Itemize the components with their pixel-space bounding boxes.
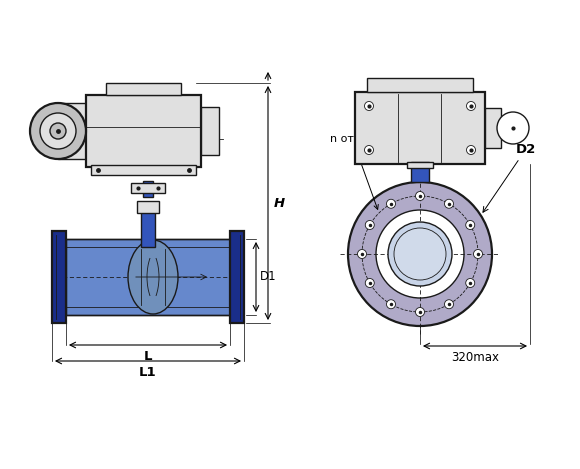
Circle shape bbox=[415, 308, 425, 317]
Circle shape bbox=[466, 220, 474, 229]
Circle shape bbox=[466, 101, 476, 111]
Ellipse shape bbox=[128, 240, 178, 314]
FancyBboxPatch shape bbox=[58, 103, 86, 159]
FancyBboxPatch shape bbox=[137, 201, 159, 213]
FancyBboxPatch shape bbox=[407, 162, 433, 168]
FancyBboxPatch shape bbox=[52, 231, 66, 323]
Circle shape bbox=[50, 123, 66, 139]
Circle shape bbox=[497, 112, 529, 144]
FancyBboxPatch shape bbox=[143, 181, 153, 197]
FancyBboxPatch shape bbox=[131, 183, 165, 193]
Circle shape bbox=[365, 279, 374, 287]
Circle shape bbox=[394, 228, 446, 280]
FancyBboxPatch shape bbox=[141, 209, 155, 247]
Circle shape bbox=[386, 199, 396, 208]
FancyBboxPatch shape bbox=[106, 83, 181, 95]
FancyBboxPatch shape bbox=[66, 239, 230, 315]
Circle shape bbox=[365, 220, 374, 229]
Text: L: L bbox=[144, 350, 152, 363]
FancyBboxPatch shape bbox=[411, 162, 429, 182]
FancyBboxPatch shape bbox=[230, 231, 244, 323]
Circle shape bbox=[388, 222, 452, 286]
Text: D2: D2 bbox=[483, 143, 536, 212]
FancyBboxPatch shape bbox=[355, 92, 485, 164]
Text: 320max: 320max bbox=[451, 351, 499, 364]
Circle shape bbox=[348, 182, 492, 326]
Circle shape bbox=[466, 145, 476, 154]
FancyBboxPatch shape bbox=[201, 107, 219, 155]
FancyBboxPatch shape bbox=[91, 165, 196, 175]
Circle shape bbox=[30, 103, 86, 159]
Circle shape bbox=[40, 113, 76, 149]
Circle shape bbox=[386, 300, 396, 309]
Text: H: H bbox=[274, 197, 285, 210]
Text: n отв. d: n отв. d bbox=[330, 134, 378, 209]
Circle shape bbox=[364, 101, 374, 111]
Circle shape bbox=[444, 199, 454, 208]
Circle shape bbox=[357, 250, 367, 258]
Circle shape bbox=[444, 300, 454, 309]
Circle shape bbox=[376, 210, 464, 298]
FancyBboxPatch shape bbox=[367, 78, 473, 92]
FancyBboxPatch shape bbox=[485, 108, 501, 148]
Circle shape bbox=[415, 191, 425, 201]
Text: D1: D1 bbox=[260, 271, 277, 283]
Circle shape bbox=[364, 145, 374, 154]
FancyBboxPatch shape bbox=[86, 95, 201, 167]
Circle shape bbox=[466, 279, 474, 287]
Circle shape bbox=[473, 250, 483, 258]
Text: L1: L1 bbox=[139, 366, 157, 379]
